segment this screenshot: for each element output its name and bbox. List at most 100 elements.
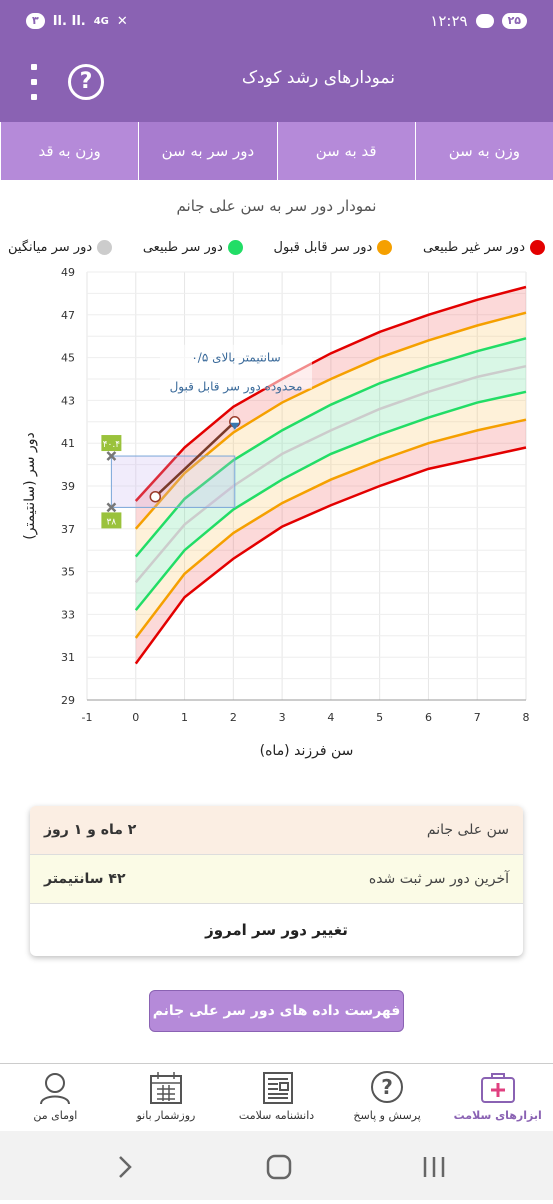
info-card: سن علی جانم ۲ ماه و ۱ روز آخرین دور سر ث… xyxy=(30,806,523,956)
x-tick-label: 1 xyxy=(181,711,188,724)
calendar-icon xyxy=(149,1072,182,1104)
legend-dot-orange xyxy=(377,240,393,255)
age-value: ۲ ماه و ۱ روز xyxy=(44,822,137,838)
nav-questions[interactable]: ? پرسش و پاسخ xyxy=(332,1064,443,1131)
chart-legend: دور سر غیر طبیعی دور سر قابل قبول دور سر… xyxy=(8,240,545,255)
band-fill xyxy=(135,419,526,664)
annotation-line-1: محدوده دور سر قابل قبول xyxy=(170,380,303,395)
range-marker-cross xyxy=(106,451,117,461)
system-nav-bar xyxy=(0,1131,553,1200)
last-measurement-row: آخرین دور سر ثبت شده ۴۲ سانتیمتر xyxy=(30,855,523,904)
annotation-line-0: ۰/۵ سانتیمتر بالای xyxy=(191,351,280,366)
y-tick-label: 31 xyxy=(61,651,75,664)
data-list-button[interactable]: فهرست داده های دور سر علی جانم xyxy=(149,990,404,1032)
message-icon xyxy=(475,14,494,28)
y-tick-label: 49 xyxy=(61,266,75,279)
x-tick-label: 7 xyxy=(474,711,481,724)
range-box xyxy=(110,455,236,508)
change-today-button[interactable]: تغییر دور سر امروز xyxy=(205,921,348,939)
y-tick-label: 41 xyxy=(61,437,75,450)
series-line-2 xyxy=(134,337,527,558)
band-fill xyxy=(135,338,526,583)
series-line-0 xyxy=(134,285,527,502)
age-row: سن علی جانم ۲ ماه و ۱ روز xyxy=(30,806,523,855)
y-axis-label: دور سر (سانتیمتر) xyxy=(22,432,38,539)
range-marker-label: ۳۸ xyxy=(107,517,117,527)
y-tick-label: 33 xyxy=(61,608,75,621)
bottom-nav: ابزارهای سلامت ? پرسش و پاسخ دانشنامه سل… xyxy=(0,1063,553,1131)
x-tick-label: -1 xyxy=(82,711,93,724)
y-tick-label: 35 xyxy=(61,566,75,579)
measurement-line xyxy=(154,420,236,498)
tab-bar: وزن به قد دور سر به سن قد به سن وزن به س… xyxy=(0,122,553,180)
help-icon[interactable]: ? xyxy=(68,64,104,100)
range-marker-badge xyxy=(101,512,122,529)
page-title: نمودارهای رشد کودک xyxy=(241,68,395,88)
back-icon[interactable] xyxy=(119,1156,132,1178)
x-tick-label: 6 xyxy=(425,711,432,724)
network-type: 4G xyxy=(93,15,109,27)
legend-dot-green xyxy=(227,240,243,255)
band-fill xyxy=(135,366,526,611)
legend-acceptable: دور سر قابل قبول xyxy=(274,240,393,255)
y-tick-label: 45 xyxy=(61,352,75,365)
nav-calendar[interactable]: روزشمار بانو xyxy=(111,1064,222,1131)
last-measurement-label: آخرین دور سر ثبت شده xyxy=(368,871,509,887)
range-marker-badge xyxy=(101,435,122,452)
left-badge: ۳ xyxy=(26,13,45,29)
series-line-5 xyxy=(134,418,527,639)
x-tick-label: 3 xyxy=(279,711,286,724)
x-axis-label: سن فرزند (ماه) xyxy=(260,743,354,759)
y-tick-label: 47 xyxy=(61,309,75,322)
legend-average: دور سر میانگین xyxy=(8,240,113,255)
nav-encyclopedia[interactable]: دانشنامه سلامت xyxy=(221,1064,332,1131)
band-fill xyxy=(135,391,526,638)
y-tick-label: 39 xyxy=(61,480,75,493)
series-line-1 xyxy=(134,311,527,530)
question-icon: ? xyxy=(371,1071,404,1103)
chart-title: نمودار دور سر به سن علی جانم xyxy=(176,197,377,215)
tab-weight-height[interactable]: وزن به قد xyxy=(0,122,138,180)
measurement-point xyxy=(149,490,162,503)
measurement-arrow xyxy=(229,422,240,430)
series-line-4 xyxy=(134,390,527,611)
legend-normal: دور سر طبیعی xyxy=(143,240,243,255)
health-kit-icon xyxy=(480,1073,515,1103)
home-icon[interactable] xyxy=(266,1154,292,1180)
range-marker-label: ۴۰.۴ xyxy=(103,440,121,450)
series-line-3 xyxy=(134,364,527,584)
recents-icon[interactable] xyxy=(423,1157,445,1177)
legend-abnormal: دور سر غیر طبیعی xyxy=(423,240,545,255)
age-label: سن علی جانم xyxy=(426,822,509,838)
legend-dot-gray xyxy=(97,240,113,255)
y-tick-label: 43 xyxy=(61,394,75,407)
series-line-6 xyxy=(134,446,527,665)
legend-dot-red xyxy=(530,240,545,255)
mute-icon: ✕ xyxy=(116,13,128,29)
nav-health-tools[interactable]: ابزارهای سلامت xyxy=(442,1064,553,1131)
notification-count: ۲۵ xyxy=(501,13,527,29)
tab-weight-age[interactable]: وزن به سن xyxy=(414,122,553,180)
tab-height-age[interactable]: قد به سن xyxy=(276,122,415,180)
more-menu-icon[interactable] xyxy=(22,64,46,100)
x-tick-label: 2 xyxy=(230,711,237,724)
app-bar: ? نمودارهای رشد کودک xyxy=(0,42,553,122)
profile-icon xyxy=(40,1073,71,1105)
annotation-bg xyxy=(160,344,312,389)
status-bar: ۱۲:۲۹ ۲۵ ۳ Il. Il. 4G ✕ xyxy=(0,0,553,42)
x-tick-label: 5 xyxy=(376,711,383,724)
y-tick-label: 29 xyxy=(61,694,75,707)
band-fill xyxy=(135,286,526,529)
nav-profile[interactable]: اومای من xyxy=(0,1064,111,1131)
tab-head-age[interactable]: دور سر به سن xyxy=(138,122,277,180)
clock: ۱۲:۲۹ xyxy=(430,12,468,30)
svg-text:?: ? xyxy=(381,1075,393,1099)
x-tick-label: 8 xyxy=(523,711,530,724)
range-marker-cross xyxy=(106,502,117,513)
last-measurement-value: ۴۲ سانتیمتر xyxy=(44,871,126,887)
newspaper-icon xyxy=(262,1072,293,1104)
x-tick-label: 0 xyxy=(132,711,139,724)
band-fill xyxy=(135,312,526,557)
y-tick-label: 37 xyxy=(61,523,75,536)
